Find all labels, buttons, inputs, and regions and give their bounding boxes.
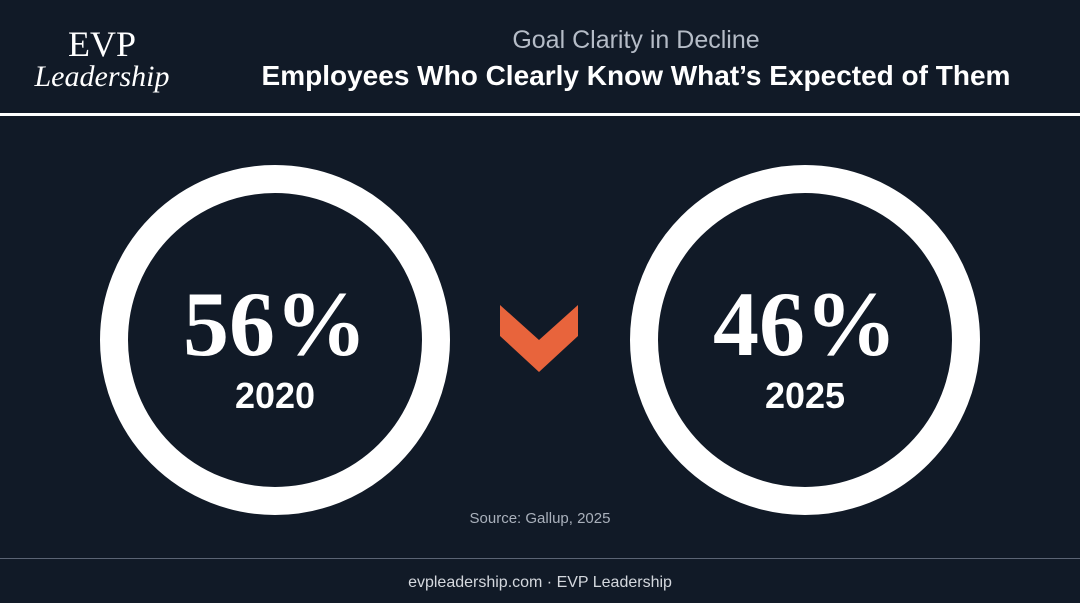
logo-mark: EVP (68, 24, 136, 64)
footer-divider (0, 558, 1080, 559)
stat-ring (100, 165, 450, 515)
header-divider (0, 113, 1080, 116)
subtitle: Goal Clarity in Decline (512, 26, 759, 54)
title: Employees Who Clearly Know What’s Expect… (262, 60, 1011, 91)
stat-year: 2020 (235, 375, 315, 416)
stat-value: 46% (713, 273, 897, 375)
stat-value: 56% (183, 273, 367, 375)
source: Source: Gallup, 2025 (470, 510, 611, 527)
decline-chevron (500, 305, 578, 372)
footer: evpleadership.com · EVP Leadership (408, 574, 672, 591)
stat-ring (630, 165, 980, 515)
stat-year: 2025 (765, 375, 845, 416)
logo-text: Leadership (34, 60, 170, 93)
